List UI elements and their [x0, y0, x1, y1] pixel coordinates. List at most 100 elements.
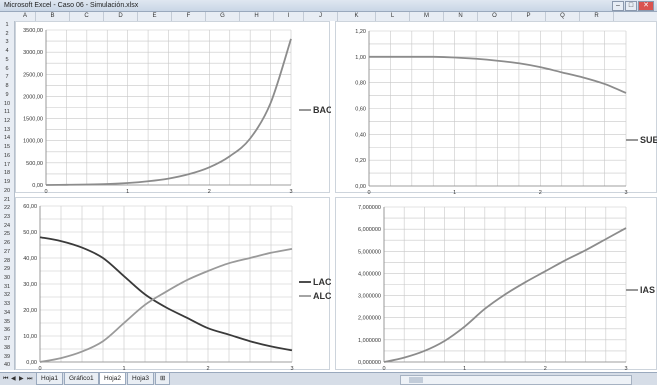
- column-header-l[interactable]: L: [376, 12, 410, 21]
- row-header-25[interactable]: 25: [3, 231, 11, 238]
- chart-lac-alc[interactable]: 0,00 10,00 20,00 30,00 40,00 50,00 60,00 0 1 2 3 LA…: [15, 197, 331, 371]
- x-tick-label: 1: [126, 189, 129, 194]
- row-header-7[interactable]: 7: [5, 74, 9, 81]
- tab-hoja2[interactable]: Hoja2: [99, 373, 126, 385]
- column-header-p[interactable]: P: [512, 12, 546, 21]
- legend-label-bac: BAC: [313, 105, 331, 115]
- row-header-38[interactable]: 38: [3, 344, 11, 351]
- column-header-b[interactable]: B: [36, 12, 70, 21]
- row-header-11[interactable]: 11: [4, 109, 10, 116]
- column-header-r[interactable]: R: [580, 12, 614, 21]
- tab-hoja1[interactable]: Hoja1: [36, 373, 63, 385]
- legend-label-sue: SUE: [640, 135, 657, 145]
- y-tick-label: 3500,00: [23, 28, 43, 34]
- y-tick-label: 1500,00: [23, 117, 43, 123]
- y-tick-label: 0,40: [355, 132, 366, 138]
- column-header-o[interactable]: O: [478, 12, 512, 21]
- column-header-c[interactable]: C: [70, 12, 104, 21]
- row-header-18[interactable]: 18: [3, 170, 11, 177]
- row-header-5[interactable]: 5: [5, 56, 9, 63]
- first-sheet-icon[interactable]: ⏮: [3, 376, 9, 382]
- y-tick-label: 40,00: [23, 256, 37, 262]
- row-header-15[interactable]: 15: [3, 144, 11, 151]
- y-tick-label: 2500,00: [23, 72, 43, 78]
- row-header-26[interactable]: 26: [3, 240, 11, 247]
- column-header-n[interactable]: N: [444, 12, 478, 21]
- tab-grafico1[interactable]: Gráfico1: [64, 373, 99, 385]
- row-header-10[interactable]: 10: [3, 100, 11, 107]
- row-header-9[interactable]: 9: [5, 91, 9, 98]
- series-line-lac: [39, 236, 293, 352]
- row-header-2[interactable]: 2: [5, 30, 9, 37]
- row-header-8[interactable]: 8: [5, 83, 9, 90]
- worksheet[interactable]: 0,00 500,00 1000,00 1500,00 2000,00 2500,00 30…: [15, 21, 657, 371]
- insert-sheet-icon[interactable]: ⊞: [155, 373, 171, 385]
- row-header-32[interactable]: 32: [3, 292, 11, 299]
- row-header-3[interactable]: 3: [5, 39, 9, 46]
- row-header-17[interactable]: 17: [3, 161, 11, 168]
- row-header-1[interactable]: 1: [5, 22, 9, 28]
- minimize-button[interactable]: –: [612, 1, 624, 11]
- x-tick-label: 1: [453, 190, 456, 194]
- next-sheet-icon[interactable]: ▶: [19, 376, 24, 382]
- x-tick-label: 0: [38, 366, 41, 371]
- row-header-30[interactable]: 30: [3, 275, 11, 282]
- x-tick-label: 0: [367, 190, 370, 194]
- x-tick-label: 1: [463, 366, 466, 371]
- prev-sheet-icon[interactable]: ◀: [11, 376, 16, 382]
- chart-sue[interactable]: 0,00 0,20 0,40 0,60 0,80 1,00 1,20 0 1 2 3 SUE: [335, 21, 657, 194]
- row-header-28[interactable]: 28: [3, 257, 11, 264]
- row-header-6[interactable]: 6: [5, 65, 9, 72]
- row-header-24[interactable]: 24: [3, 222, 11, 229]
- row-header-4[interactable]: 4: [5, 48, 9, 55]
- row-header-23[interactable]: 23: [3, 213, 11, 220]
- column-header-q[interactable]: Q: [546, 12, 580, 21]
- column-header-g[interactable]: G: [206, 12, 240, 21]
- close-button[interactable]: ✕: [638, 1, 654, 11]
- row-header-16[interactable]: 16: [3, 152, 11, 159]
- column-header-m[interactable]: M: [410, 12, 444, 21]
- y-tick-label: 0,00: [32, 183, 43, 189]
- row-header-22[interactable]: 22: [3, 205, 11, 212]
- chart-bac[interactable]: 0,00 500,00 1000,00 1500,00 2000,00 2500,00 30…: [15, 21, 331, 194]
- row-header-31[interactable]: 31: [3, 283, 11, 290]
- last-sheet-icon[interactable]: ⏭: [27, 376, 33, 382]
- row-header-35[interactable]: 35: [3, 318, 11, 325]
- row-header-36[interactable]: 36: [3, 327, 11, 334]
- y-tick-label: 30,00: [23, 282, 37, 288]
- y-tick-label: 50,00: [23, 230, 37, 236]
- y-tick-label: 1000,00: [23, 139, 43, 145]
- y-tick-label: 3,000000: [358, 294, 381, 300]
- x-tick-label: 3: [289, 189, 292, 194]
- row-header-39[interactable]: 39: [3, 353, 11, 360]
- column-header-k[interactable]: K: [338, 12, 376, 21]
- row-header-33[interactable]: 33: [3, 301, 11, 308]
- series-line-bac: [45, 38, 292, 186]
- row-header-12[interactable]: 12: [3, 117, 11, 124]
- column-header-h[interactable]: H: [240, 12, 274, 21]
- y-tick-label: 1,00: [355, 55, 366, 61]
- y-tick-label: 60,00: [23, 204, 37, 210]
- row-header-19[interactable]: 19: [3, 179, 11, 186]
- column-header-j[interactable]: J: [304, 12, 338, 21]
- maximize-button[interactable]: □: [625, 1, 637, 11]
- row-header-37[interactable]: 37: [3, 336, 11, 343]
- x-tick-label: 2: [206, 366, 209, 371]
- column-header-d[interactable]: D: [104, 12, 138, 21]
- chart-ias[interactable]: 0,000000 1,000000 2,000000 3,000000 4,000000…: [335, 197, 657, 371]
- column-header-e[interactable]: E: [138, 12, 172, 21]
- row-header-14[interactable]: 14: [3, 135, 11, 142]
- row-header-34[interactable]: 34: [3, 309, 11, 316]
- series-line-sue: [369, 55, 627, 94]
- row-header-29[interactable]: 29: [3, 266, 11, 273]
- row-header-13[interactable]: 13: [3, 126, 11, 133]
- row-header-20[interactable]: 20: [3, 187, 11, 194]
- column-header-f[interactable]: F: [172, 12, 206, 21]
- tab-hoja3[interactable]: Hoja3: [127, 373, 154, 385]
- column-header-a[interactable]: A: [15, 12, 36, 21]
- scrollbar-thumb[interactable]: [409, 377, 423, 383]
- column-header-i[interactable]: I: [274, 12, 304, 21]
- row-header-40[interactable]: 40: [3, 362, 11, 369]
- row-header-27[interactable]: 27: [3, 248, 11, 255]
- row-header-21[interactable]: 21: [3, 196, 11, 203]
